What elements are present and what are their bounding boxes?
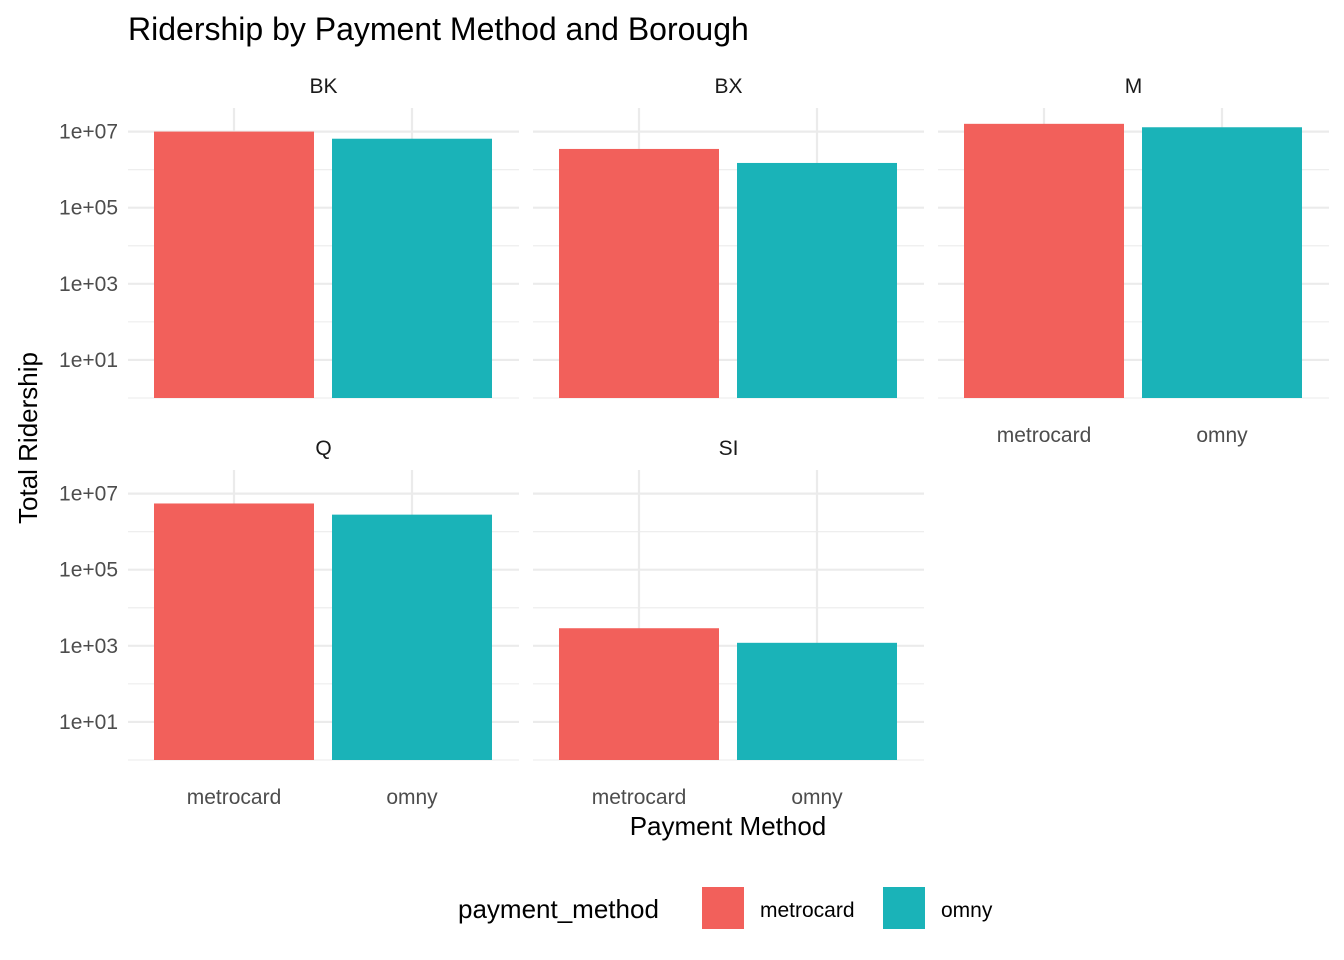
facet-panel-si: SI metrocard omny bbox=[533, 437, 924, 809]
facet-panel-bx: BX bbox=[533, 75, 924, 399]
y-tick-label: 1e+01 bbox=[59, 349, 118, 372]
x-tick-label: omny bbox=[1196, 424, 1248, 447]
legend-key-metrocard bbox=[702, 887, 744, 929]
y-tick-label: 1e+05 bbox=[59, 559, 118, 582]
bar-si-metrocard bbox=[559, 628, 719, 760]
bar-bk-omny bbox=[332, 138, 492, 399]
facet-panel-bk: 1e+01 1e+03 1e+05 1e+07 BK bbox=[59, 75, 519, 399]
x-tick-label: metrocard bbox=[187, 786, 282, 809]
facet-strip-label: SI bbox=[719, 437, 739, 460]
bar-bk-metrocard bbox=[154, 131, 314, 398]
legend-label-omny: omny bbox=[941, 899, 993, 922]
facet-strip-label: BK bbox=[309, 75, 337, 98]
x-axis-title: Payment Method bbox=[630, 811, 827, 841]
facet-strip-label: Q bbox=[315, 437, 331, 460]
y-tick-label: 1e+05 bbox=[59, 197, 118, 220]
y-axis-title: Total Ridership bbox=[13, 352, 43, 524]
bar-m-omny bbox=[1142, 127, 1302, 399]
bar-m-metrocard bbox=[964, 123, 1124, 398]
x-tick-label: metrocard bbox=[997, 424, 1092, 447]
bar-bx-omny bbox=[737, 162, 897, 398]
bar-bx-metrocard bbox=[559, 148, 719, 398]
y-tick-label: 1e+03 bbox=[59, 273, 118, 296]
legend-title: payment_method bbox=[458, 894, 659, 924]
y-tick-label: 1e+01 bbox=[59, 711, 118, 734]
chart-title: Ridership by Payment Method and Borough bbox=[128, 11, 749, 47]
x-tick-label: metrocard bbox=[592, 786, 687, 809]
legend-label-metrocard: metrocard bbox=[760, 899, 855, 922]
y-tick-label: 1e+07 bbox=[59, 483, 118, 506]
bar-q-metrocard bbox=[154, 503, 314, 760]
facet-strip-label: M bbox=[1125, 75, 1143, 98]
legend-key-omny bbox=[883, 887, 925, 929]
bar-q-omny bbox=[332, 514, 492, 760]
y-tick-label: 1e+03 bbox=[59, 635, 118, 658]
legend: payment_method metrocard omny bbox=[458, 887, 993, 929]
x-tick-label: omny bbox=[791, 786, 843, 809]
facet-strip-label: BX bbox=[714, 75, 742, 98]
x-tick-label: omny bbox=[386, 786, 438, 809]
y-tick-label: 1e+07 bbox=[59, 121, 118, 144]
bar-si-omny bbox=[737, 642, 897, 760]
